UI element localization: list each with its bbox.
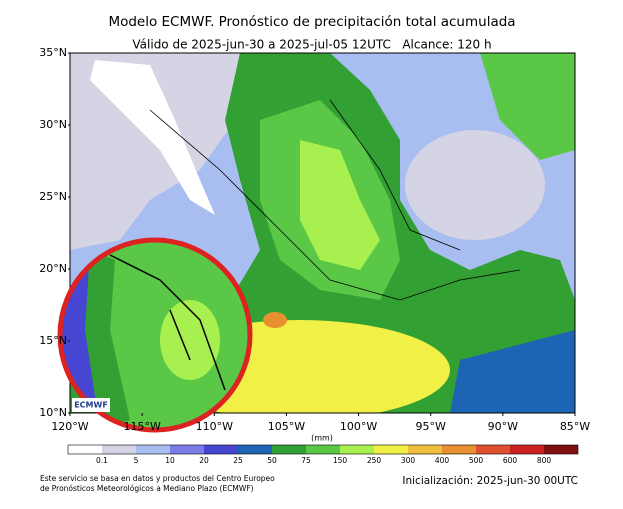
colorbar-swatch bbox=[306, 445, 340, 454]
logo: ECMWF bbox=[74, 401, 108, 410]
colorbar-label: 5 bbox=[134, 456, 139, 465]
lon-label: 120°W bbox=[51, 420, 88, 433]
lat-label: 15°N bbox=[39, 334, 67, 347]
lon-label: 100°W bbox=[340, 420, 377, 433]
logo-box bbox=[72, 398, 110, 412]
lon-label: 110°W bbox=[196, 420, 233, 433]
colorbar-swatch bbox=[408, 445, 442, 454]
colorbar-swatch bbox=[544, 445, 578, 454]
colorbar: 0.1 5 10 20 25 50 75 150 250 300 400 500 600 800 bbox=[67, 444, 579, 465]
lat-label: 20°N bbox=[39, 262, 67, 275]
lon-label: 90°W bbox=[488, 420, 518, 433]
colorbar-swatch bbox=[170, 445, 204, 454]
colorbar-swatch bbox=[272, 445, 306, 454]
colorbar-label: 400 bbox=[435, 456, 450, 465]
lon-label: 105°W bbox=[268, 420, 305, 433]
title: Modelo ECMWF. Pronóstico de precipitació… bbox=[108, 14, 515, 30]
lat-label: 30°N bbox=[39, 118, 67, 131]
colorbar-label: 250 bbox=[367, 456, 382, 465]
colorbar-label: 800 bbox=[537, 456, 552, 465]
colorbar-swatch bbox=[476, 445, 510, 454]
colorbar-label: 150 bbox=[333, 456, 348, 465]
colorbar-swatch bbox=[136, 445, 170, 454]
colorbar-label: 0.1 bbox=[96, 456, 108, 465]
map-frame bbox=[69, 52, 576, 414]
colorbar-label: 75 bbox=[301, 456, 311, 465]
colorbar-swatch bbox=[102, 445, 136, 454]
colorbar-swatch bbox=[442, 445, 476, 454]
colorbar-label: 10 bbox=[165, 456, 175, 465]
lat-label: 10°N bbox=[39, 406, 67, 419]
colorbar-unit: (mm) bbox=[311, 434, 333, 443]
colorbar-swatch bbox=[68, 445, 102, 454]
lat-label: 25°N bbox=[39, 190, 67, 203]
colorbar-swatch bbox=[204, 445, 238, 454]
lon-label: 85°W bbox=[560, 420, 590, 433]
colorbar-swatch bbox=[238, 445, 272, 454]
colorbar-label: 50 bbox=[267, 456, 277, 465]
colorbar-swatch bbox=[510, 445, 544, 454]
lat-label: 35°N bbox=[39, 46, 67, 59]
source-line: de Pronósticos Meteorológicos a Mediano … bbox=[40, 484, 254, 493]
lon-label: 95°W bbox=[416, 420, 446, 433]
source-line: Este servicio se basa en datos y product… bbox=[40, 474, 275, 483]
colorbar-label: 300 bbox=[401, 456, 416, 465]
colorbar-label: 20 bbox=[199, 456, 209, 465]
init-time: Inicialización: 2025-jun-30 00UTC bbox=[402, 475, 578, 487]
colorbar-label: 500 bbox=[469, 456, 484, 465]
colorbar-label: 600 bbox=[503, 456, 518, 465]
subtitle: Válido de 2025-jun-30 a 2025-jul-05 12UT… bbox=[132, 38, 491, 52]
lon-label: 115°W bbox=[123, 420, 160, 433]
colorbar-label: 25 bbox=[233, 456, 243, 465]
colorbar-swatch bbox=[374, 445, 408, 454]
colorbar-swatch bbox=[340, 445, 374, 454]
colorbar-frame bbox=[67, 444, 579, 455]
